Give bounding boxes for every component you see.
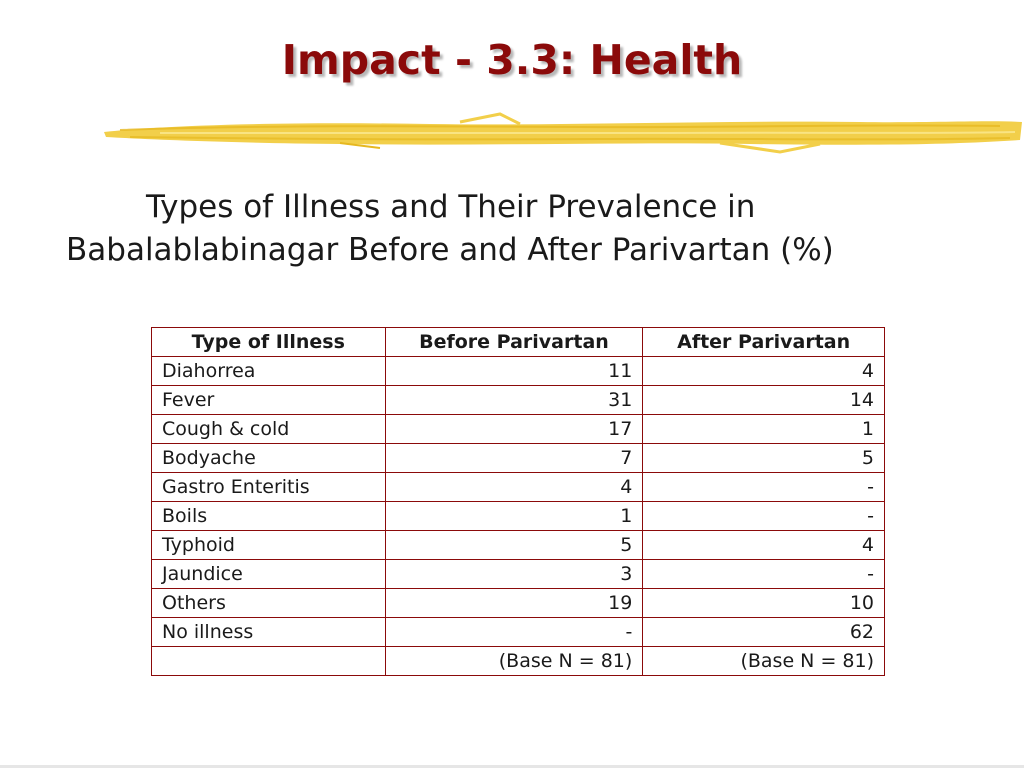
decorative-brush-stroke — [104, 112, 1022, 154]
cell-after: - — [642, 501, 885, 531]
cell-after: 1 — [642, 414, 885, 444]
cell-before: 4 — [384, 472, 644, 502]
header-after-parivartan: After Parivartan — [642, 327, 885, 357]
table-row: Cough & cold 17 1 — [151, 414, 885, 444]
cell-illness: No illness — [151, 617, 386, 647]
header-type-of-illness: Type of Illness — [151, 327, 386, 357]
cell-after: 62 — [642, 617, 885, 647]
slide-title: Impact - 3.3: Health — [281, 36, 743, 84]
cell-after: - — [642, 472, 885, 502]
table-row: Boils 1 - — [151, 501, 885, 531]
table-row: Fever 31 14 — [151, 385, 885, 415]
cell-before: 17 — [384, 414, 644, 444]
cell-before-base: (Base N = 81) — [384, 646, 644, 676]
cell-after: 10 — [642, 588, 885, 618]
cell-illness: Boils — [151, 501, 386, 531]
cell-before: 31 — [384, 385, 644, 415]
cell-after: 4 — [642, 356, 885, 386]
cell-before: 7 — [384, 443, 644, 473]
cell-illness: Gastro Enteritis — [151, 472, 386, 502]
table-row: Typhoid 5 4 — [151, 530, 885, 560]
cell-before: - — [384, 617, 644, 647]
bottom-divider — [0, 765, 1024, 768]
cell-after: 5 — [642, 443, 885, 473]
cell-illness — [151, 646, 386, 676]
table-base-row: (Base N = 81) (Base N = 81) — [151, 646, 885, 676]
table-row: Bodyache 7 5 — [151, 443, 885, 473]
cell-before: 11 — [384, 356, 644, 386]
cell-illness: Jaundice — [151, 559, 386, 589]
cell-before: 3 — [384, 559, 644, 589]
cell-illness: Typhoid — [151, 530, 386, 560]
table-row: Jaundice 3 - — [151, 559, 885, 589]
cell-illness: Fever — [151, 385, 386, 415]
caption-line-1: Types of Illness and Their Prevalence in — [146, 189, 756, 225]
caption-line-2: Babalablabinagar Before and After Pariva… — [66, 232, 834, 268]
cell-after: 14 — [642, 385, 885, 415]
header-before-parivartan: Before Parivartan — [384, 327, 644, 357]
cell-illness: Others — [151, 588, 386, 618]
cell-before: 1 — [384, 501, 644, 531]
cell-illness: Diahorrea — [151, 356, 386, 386]
cell-before: 19 — [384, 588, 644, 618]
table-row: Gastro Enteritis 4 - — [151, 472, 885, 502]
cell-illness: Bodyache — [151, 443, 386, 473]
cell-before: 5 — [384, 530, 644, 560]
table-row: Diahorrea 11 4 — [151, 356, 885, 386]
cell-after-base: (Base N = 81) — [642, 646, 885, 676]
table-row: No illness - 62 — [151, 617, 885, 647]
table-header-row: Type of Illness Before Parivartan After … — [151, 327, 885, 357]
cell-after: - — [642, 559, 885, 589]
illness-prevalence-table: Type of Illness Before Parivartan After … — [151, 327, 885, 676]
cell-after: 4 — [642, 530, 885, 560]
table-caption: Types of Illness and Their Prevalence in… — [58, 186, 1018, 272]
cell-illness: Cough & cold — [151, 414, 386, 444]
table-row: Others 19 10 — [151, 588, 885, 618]
